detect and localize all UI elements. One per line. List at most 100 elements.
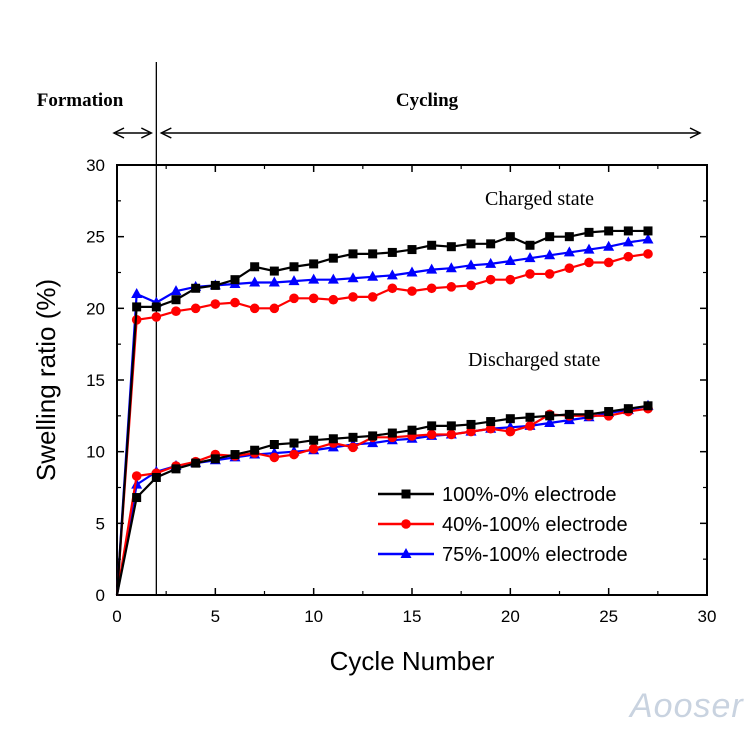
data-point-square-charged [564,232,574,242]
data-point-square-charged [427,240,437,250]
data-point-triangle-charged [347,272,359,283]
data-point-triangle-charged [386,269,398,280]
data-point-square-discharged [250,445,260,455]
data-point-circle-charged [328,294,339,305]
x-tick-label: 5 [211,607,220,626]
data-point-square-discharged [505,414,515,424]
x-axis-title: Cycle Number [330,646,495,676]
data-point-circle-charged [210,299,221,309]
data-point-square-charged [191,283,201,293]
data-point-circle-discharged [308,444,319,454]
x-tick-label: 25 [599,607,618,626]
phase-arrows [112,127,702,139]
legend-item: 100%-0% electrode [378,484,617,506]
data-point-triangle-charged [131,288,143,298]
data-point-circle-charged [171,306,181,317]
y-tick-label: 30 [86,156,105,175]
data-point-square-charged [387,247,397,257]
data-point-square-discharged [309,435,319,445]
data-point-square-discharged [525,412,535,422]
data-point-square-charged [210,280,220,290]
data-point-circle-discharged [446,429,457,440]
data-point-triangle-charged [524,252,536,263]
data-point-circle-charged [308,293,319,304]
x-tick-label: 30 [698,607,717,626]
data-point-triangle-charged [406,266,418,277]
data-point-square-charged [250,262,260,272]
formation-arrow [112,127,154,139]
data-point-square-discharged [486,417,496,427]
data-point-square-charged [486,239,496,249]
data-point-circle-charged [249,303,260,314]
data-point-circle-charged [603,257,614,268]
x-tick-label: 10 [304,607,323,626]
y-tick-label: 10 [86,443,105,462]
data-point-square-discharged [407,425,417,435]
data-point-square-charged [446,242,456,252]
x-tick-label: 0 [112,607,121,626]
data-point-triangle-charged [249,276,261,287]
data-point-triangle-charged [170,285,182,296]
y-tick-label: 15 [86,371,105,390]
data-point-square-charged [604,226,614,236]
phase-label-cycling: Cycling [396,90,459,111]
phase-label-formation: Formation [37,90,124,111]
data-point-circle-discharged [289,449,299,460]
data-point-circle-charged [426,283,437,294]
data-point-circle-charged [623,251,634,262]
data-point-triangle-charged [426,263,438,274]
data-point-triangle-charged [327,273,339,284]
data-point-square-charged [643,226,653,236]
data-point-square-discharged [230,450,240,460]
legend-item: 40%-100% electrode [378,514,628,536]
data-point-circle-charged [387,283,398,294]
data-point-circle-charged [269,303,280,314]
data-point-triangle-charged [642,233,654,244]
data-point-circle-discharged [466,426,476,437]
watermark-logo: Aooser [628,687,744,725]
data-point-square-charged [368,249,378,259]
data-point-square-discharged [643,401,653,411]
series-line-square-discharged [115,404,649,596]
data-point-triangle-charged [622,236,634,247]
data-point-square-discharged [427,421,437,431]
data-point-triangle-charged [268,276,280,287]
data-point-circle-charged [367,292,378,302]
series-1-charged [115,249,653,596]
y-tick-label: 25 [86,228,105,247]
data-point-triangle-charged [288,275,300,286]
data-point-square-charged [466,239,476,249]
data-point-square-charged [407,245,417,255]
x-tick-label: 15 [403,607,422,626]
data-point-square-discharged [466,419,476,429]
data-point-square-discharged [584,409,594,419]
data-point-square-discharged [269,440,279,449]
y-tick-label: 5 [96,514,105,533]
data-point-triangle-charged [504,255,516,266]
data-point-triangle-charged [465,259,477,270]
data-point-square-discharged [151,472,161,482]
data-point-circle-discharged [505,426,516,437]
legend-marker-circle [401,519,411,529]
data-point-triangle-charged [583,243,595,254]
data-point-square-discharged [623,404,633,414]
series-line-circle-charged [115,252,649,596]
data-point-triangle-charged [367,270,379,281]
formation-arrow-head-left [112,127,125,139]
data-point-square-discharged [289,438,299,448]
y-tick-label: 20 [86,299,105,318]
data-point-circle-charged [446,282,457,292]
data-point-circle-discharged [131,471,142,481]
legend: 100%-0% electrode 40%-100% electrode 75%-1… [378,484,628,566]
discharged-state-label: Discharged state [468,349,600,371]
data-point-circle-charged [407,286,417,296]
data-point-square-charged [132,302,142,312]
legend-marker-triangle [400,548,412,558]
data-point-circle-charged [151,312,162,322]
data-point-square-discharged [564,409,574,419]
data-point-square-discharged [545,411,555,421]
series-0-charged [115,226,653,596]
charged-state-label: Charged state [485,188,594,210]
data-point-square-charged [289,262,299,272]
data-point-circle-charged [544,269,555,279]
